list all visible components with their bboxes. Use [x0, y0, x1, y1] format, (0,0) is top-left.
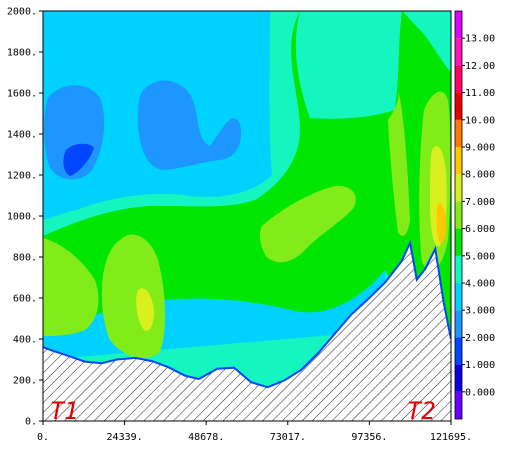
- colorbar-frame: [454, 10, 463, 420]
- colorbar-bin: [455, 147, 462, 175]
- colorbar-bin: [455, 255, 462, 283]
- colorbar-bin: [455, 228, 462, 256]
- colorbar-bin: [455, 283, 462, 311]
- colorbar-bin: [455, 310, 462, 338]
- contour-band-6-7: [43, 238, 99, 336]
- y-tick-label: 2000.: [7, 7, 37, 18]
- y-tick-label: 1800.: [7, 48, 37, 59]
- colorbar-bin: [455, 65, 462, 93]
- contour-band-6-7: [259, 185, 356, 263]
- contour-band-2-3: [138, 80, 242, 170]
- contour-band-7-8: [136, 288, 155, 331]
- x-axis: 0. 24339. 48678. 73017. 97356. 121695.: [37, 421, 472, 443]
- x-tick-label: 97356.: [351, 432, 387, 443]
- colorbar-tick-label: 1.000: [465, 360, 495, 371]
- y-tick-label: 0.: [25, 417, 37, 428]
- y-tick-label: 1400.: [7, 130, 37, 141]
- colorbar-tick-label: 0.000: [465, 387, 495, 398]
- y-axis: 0. 200. 400. 600. 800. 1000. 1200. 1400. 1600. 18…: [7, 7, 43, 428]
- colorbar: 0.000 1.000 2.000 3.000 4.000 5.000 6.000 7.000…: [454, 10, 495, 420]
- contour-band-4-5: [295, 11, 402, 119]
- terrain-outline: [43, 239, 451, 389]
- y-tick-label: 1000.: [7, 212, 37, 223]
- contour-band-1-2: [63, 143, 94, 176]
- colorbar-tick-label: 8.000: [465, 170, 495, 181]
- colorbar-bin: [455, 119, 462, 147]
- colorbar-tick-label: 10.00: [465, 115, 495, 126]
- annotations: T1 T2: [50, 397, 436, 425]
- colorbar-tick-label: 9.000: [465, 143, 495, 154]
- x-tick-label: 121695.: [430, 432, 472, 443]
- colorbar-tick-label: 6.000: [465, 224, 495, 235]
- colorbar-tick-label: 13.00: [465, 34, 495, 45]
- colorbar-tick-label: 5.000: [465, 251, 495, 262]
- colorbar-tick-label: 2.000: [465, 333, 495, 344]
- y-tick-label: 200.: [13, 376, 37, 387]
- colorbar-tick-label: 7.000: [465, 197, 495, 208]
- colorbar-bin: [455, 92, 462, 120]
- contour-band-6-7: [388, 90, 410, 236]
- colorbar-tick-label: 12.00: [465, 61, 495, 72]
- x-tick-label: 0.: [37, 432, 49, 443]
- contour-band-8-9: [436, 203, 446, 244]
- y-tick-label: 1600.: [7, 89, 37, 100]
- terrain: [43, 239, 451, 421]
- colorbar-bin: [455, 337, 462, 365]
- y-tick-label: 1200.: [7, 171, 37, 182]
- x-tick-label: 73017.: [270, 432, 306, 443]
- colorbar-tick-label: 11.00: [465, 88, 495, 99]
- colorbar-bin: [455, 11, 462, 39]
- colorbar-tick-label: 4.000: [465, 279, 495, 290]
- y-tick-label: 400.: [13, 335, 37, 346]
- x-tick-label: 48678.: [188, 432, 224, 443]
- colorbar-bin: [455, 201, 462, 229]
- plot-area: [43, 11, 451, 421]
- colorbar-bin: [455, 364, 462, 392]
- annotation-label: T1: [50, 397, 79, 425]
- y-tick-label: 600.: [13, 294, 37, 305]
- colorbar-tick-label: 3.000: [465, 306, 495, 317]
- colorbar-bin: [455, 391, 462, 419]
- y-tick-label: 800.: [13, 253, 37, 264]
- contour-band-4-5: [402, 11, 451, 72]
- annotation-label: T2: [407, 397, 436, 425]
- terrain-fill: [43, 242, 451, 421]
- colorbar-bin: [455, 174, 462, 202]
- x-tick-label: 24339.: [107, 432, 143, 443]
- colorbar-bin: [455, 38, 462, 66]
